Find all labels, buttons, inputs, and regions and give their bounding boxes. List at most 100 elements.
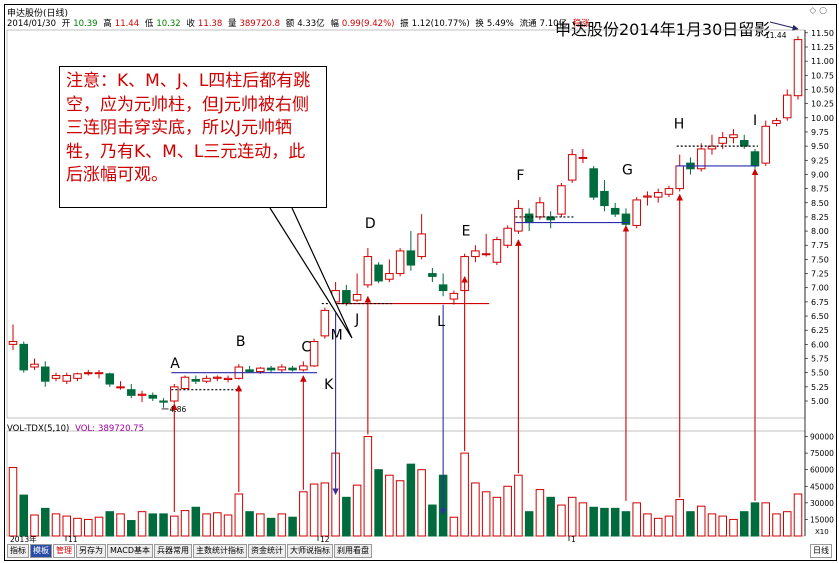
volume-bar bbox=[30, 514, 39, 537]
window-title: 申达股份(日线) bbox=[7, 9, 69, 19]
volume-unit-label: X10 bbox=[815, 528, 829, 536]
volume-bar bbox=[159, 513, 168, 537]
volume-bar bbox=[632, 502, 641, 537]
price-tick-label: 9.25 bbox=[811, 156, 829, 165]
candle-down bbox=[750, 151, 760, 167]
volume-bar bbox=[503, 485, 512, 537]
candle-up bbox=[632, 199, 641, 226]
candle-up bbox=[51, 375, 61, 379]
volume-bar bbox=[492, 496, 502, 537]
close-label: 收 bbox=[186, 19, 195, 29]
tab-0[interactable]: 指标 bbox=[7, 544, 29, 558]
volume-bar bbox=[729, 518, 738, 537]
candle-up bbox=[352, 294, 362, 301]
volume-bar bbox=[202, 513, 211, 537]
candle-up bbox=[299, 365, 308, 371]
volume-bar bbox=[309, 483, 319, 537]
point-label-m: M bbox=[331, 328, 343, 344]
candle-up bbox=[73, 373, 82, 379]
candle-down bbox=[589, 168, 598, 198]
candle-up bbox=[503, 227, 512, 246]
candle-up bbox=[707, 145, 717, 150]
candle-up bbox=[309, 341, 319, 367]
volume-bar bbox=[589, 506, 598, 537]
price-tick-label: 10.00 bbox=[811, 114, 834, 123]
tab-1[interactable]: 模板 bbox=[30, 544, 52, 558]
volume-bar bbox=[481, 491, 491, 537]
candle-up bbox=[481, 253, 491, 256]
volume-bar bbox=[460, 452, 469, 537]
volume-panel-frame bbox=[6, 430, 806, 537]
volume-tick-label: 75000 bbox=[810, 449, 834, 458]
period-tab[interactable]: 日线 bbox=[810, 544, 832, 558]
candle-up bbox=[492, 239, 502, 263]
tab-6[interactable]: 主数统计指标 bbox=[192, 544, 247, 558]
candle-up bbox=[718, 137, 727, 144]
volume-bar bbox=[643, 513, 652, 537]
volume-bar bbox=[342, 496, 351, 537]
price-tick-label: 10.25 bbox=[811, 100, 834, 109]
quote-line: 2014/01/30 开 10.39 高 11.44 低 10.32 收 11.38 量… bbox=[7, 17, 593, 29]
price-tick-label: 5.75 bbox=[811, 355, 829, 364]
tab-5[interactable]: 兵器常用 bbox=[153, 544, 192, 558]
candle-up bbox=[137, 393, 147, 396]
volume-bar bbox=[320, 482, 330, 537]
point-label-e: E bbox=[462, 224, 471, 240]
candle-down bbox=[19, 343, 29, 371]
volume-bar bbox=[148, 513, 158, 537]
volume-bar bbox=[428, 504, 437, 537]
candle-up bbox=[256, 367, 265, 373]
price-tick-label: 6.75 bbox=[811, 298, 829, 307]
price-tick-label: 9.00 bbox=[811, 170, 829, 179]
candle-up bbox=[772, 120, 781, 124]
price-tick-label: 7.75 bbox=[811, 241, 829, 250]
tab-7[interactable]: 资金统计 bbox=[247, 544, 286, 558]
high-value: 11.44 bbox=[114, 19, 140, 29]
candle-up bbox=[643, 195, 652, 198]
candle-up bbox=[782, 94, 792, 119]
point-label-l: L bbox=[437, 314, 445, 330]
candle-down bbox=[127, 389, 136, 396]
point-label-j: J bbox=[354, 312, 359, 328]
volume-bar bbox=[223, 514, 233, 537]
price-tick-label: 5.50 bbox=[811, 369, 829, 378]
high-label: 高 bbox=[103, 19, 112, 29]
tab-4[interactable]: MACD基本 bbox=[107, 544, 153, 558]
volume-tick-label: 30000 bbox=[810, 499, 834, 508]
point-label-a: A bbox=[170, 356, 180, 372]
price-tick-label: 7.50 bbox=[811, 255, 829, 264]
candle-down bbox=[266, 367, 276, 371]
volume-bar bbox=[406, 463, 416, 537]
turnover-value: 5.49% bbox=[486, 19, 514, 29]
candle-down bbox=[374, 264, 383, 282]
volume-bar bbox=[51, 513, 61, 537]
ratio-value: 1.12(10.77%) bbox=[411, 19, 470, 29]
volume-bar bbox=[578, 502, 588, 537]
tab-8[interactable]: 大师说指标 bbox=[286, 544, 333, 558]
candle-up bbox=[729, 134, 738, 139]
volume-bar bbox=[718, 515, 727, 537]
candle-up bbox=[84, 372, 93, 375]
volume-bar bbox=[610, 507, 620, 537]
price-tick-label: 9.75 bbox=[811, 128, 829, 137]
price-tick-label: 6.50 bbox=[811, 312, 829, 321]
candle-down bbox=[288, 367, 297, 371]
turnover-label: 换 bbox=[475, 19, 484, 29]
candle-up bbox=[793, 39, 803, 97]
candle-down bbox=[159, 400, 168, 403]
volume-tick-label: 45000 bbox=[810, 482, 834, 491]
indicator-tabs: 指标 模板 管理 另存为 MACD基本 兵器常用 主数统计指标 资金统计 大师说… bbox=[7, 544, 373, 558]
volume-indicator-label: VOL: bbox=[75, 424, 96, 434]
candle-up bbox=[277, 366, 287, 371]
candle-up bbox=[514, 207, 523, 232]
change-label: 幅 bbox=[330, 19, 339, 29]
candle-down bbox=[546, 216, 555, 221]
tab-2[interactable]: 管理 bbox=[53, 544, 75, 558]
tab-3[interactable]: 另存为 bbox=[76, 544, 106, 558]
window-controls[interactable]: ◇ ○ bbox=[809, 6, 827, 16]
tab-9[interactable]: 刹用看盘 bbox=[333, 544, 372, 558]
change-value: 0.99(9.42%) bbox=[341, 19, 395, 29]
volume-bar bbox=[686, 511, 695, 537]
high-marker: 11.44 bbox=[765, 31, 787, 40]
volume-bar bbox=[105, 511, 115, 537]
